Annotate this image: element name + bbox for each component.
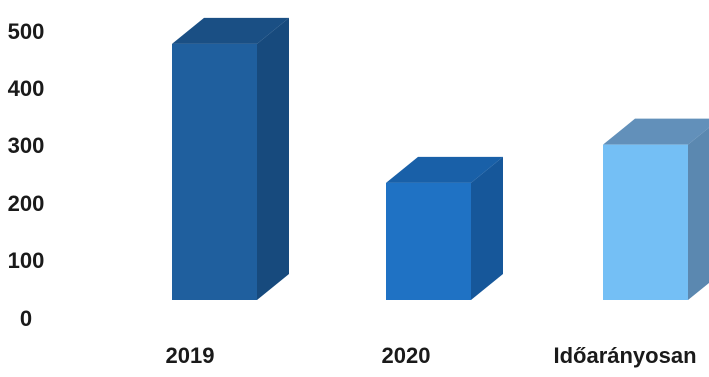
x-category-label: Időarányosan — [553, 343, 696, 368]
bars — [172, 17, 709, 300]
x-category-label: 2020 — [382, 343, 431, 368]
bar-2019 — [172, 17, 289, 300]
y-tick-label: 0 — [20, 306, 32, 331]
bar-Időarányosan — [603, 118, 709, 300]
y-tick-label: 200 — [8, 191, 45, 216]
y-tick-label: 400 — [8, 76, 45, 101]
bar-front-face — [386, 182, 471, 300]
y-tick-label: 500 — [8, 19, 45, 44]
y-tick-label: 300 — [8, 133, 45, 158]
x-axis: 2019 2020 Időarányosan — [166, 343, 697, 368]
bar-front-face — [172, 43, 257, 300]
bar-side-face — [257, 17, 289, 300]
bar-side-face — [471, 156, 503, 300]
bar-side-face — [688, 127, 709, 300]
bar-top-face — [172, 17, 289, 44]
bar-top-face — [603, 118, 709, 145]
x-category-label: 2019 — [166, 343, 215, 368]
y-tick-label: 100 — [8, 248, 45, 273]
bar-2020 — [386, 156, 503, 300]
bar-front-face — [603, 144, 688, 300]
y-axis: 0 100 200 300 400 500 — [8, 19, 45, 331]
bar-top-face — [386, 156, 503, 183]
